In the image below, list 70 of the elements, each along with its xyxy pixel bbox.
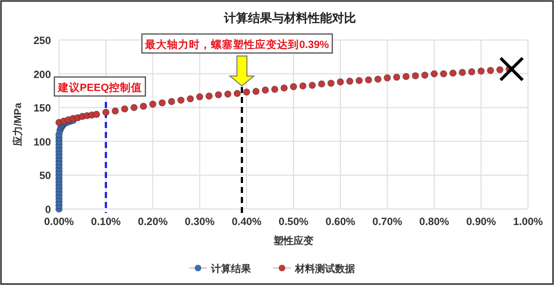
point [112,107,119,115]
point [262,86,269,94]
point [318,80,326,88]
point [374,76,382,83]
y-tick-label: 250 [33,35,52,47]
x-tick-label: 0.70% [372,216,403,228]
point [421,72,428,79]
point [449,70,457,77]
point [121,105,128,113]
point [346,78,354,85]
point [440,70,448,78]
annotation: 最大轴力时，螺塞塑性应变达到0.39% [141,33,333,54]
point [458,68,466,76]
point [393,74,400,81]
y-tick-label: 50 [39,170,52,182]
x-tick-label: 0.10% [91,216,122,228]
point [364,76,372,84]
point [486,66,494,74]
x-tick-label: 1.00% [513,216,544,228]
x-tick-label: 0.30% [184,216,216,228]
point [412,72,420,80]
point [402,72,410,80]
point [430,70,438,78]
x-tick-label: 0.60% [326,216,356,228]
point [130,104,138,112]
point [92,110,100,118]
point [252,88,260,95]
point [224,90,232,98]
point [356,76,363,84]
x-tick-label: 0.00% [44,216,75,228]
x-tick-label: 0.90% [466,216,497,228]
chart-title: 计算结果与材料性能对比 [223,11,356,25]
point [234,90,241,98]
legend-label: 材料测试数据 [294,263,355,275]
point [168,98,176,106]
point [271,86,278,93]
x-tick-label: 0.40% [232,216,262,228]
x-axis-title: 塑性应变 [272,235,314,247]
ref-line-label: 建议PEEQ控制值 [56,81,142,94]
point [496,66,504,74]
point [149,100,156,108]
legend-label: 计算结果 [210,263,252,275]
point [186,95,194,102]
y-tick-label: 200 [33,68,52,81]
point [384,74,391,82]
ref-label: 建议PEEQ控制值 [54,76,146,97]
point [205,92,213,100]
annotation: 最大轴力时，螺塞塑性应变达到0.39% [144,38,330,51]
point [158,99,166,106]
point [299,82,306,90]
point [468,68,476,76]
point [243,88,250,96]
point [102,108,110,116]
point [140,102,148,110]
point [290,83,298,90]
point [478,67,485,75]
y-tick-label: 100 [33,136,52,148]
y-tick-label: 150 [33,102,52,115]
point [336,78,344,86]
y-axis-title: 应力/MPa [12,102,24,148]
point [308,82,316,89]
x-tick-label: 0.50% [278,216,310,228]
x-tick-label: 0.80% [419,216,450,228]
point [214,91,222,98]
y-tick-label: 0 [45,204,52,216]
point [177,96,185,104]
point [280,84,288,92]
x-tick-label: 0.20% [138,216,168,228]
point [327,80,335,87]
point [196,93,204,100]
